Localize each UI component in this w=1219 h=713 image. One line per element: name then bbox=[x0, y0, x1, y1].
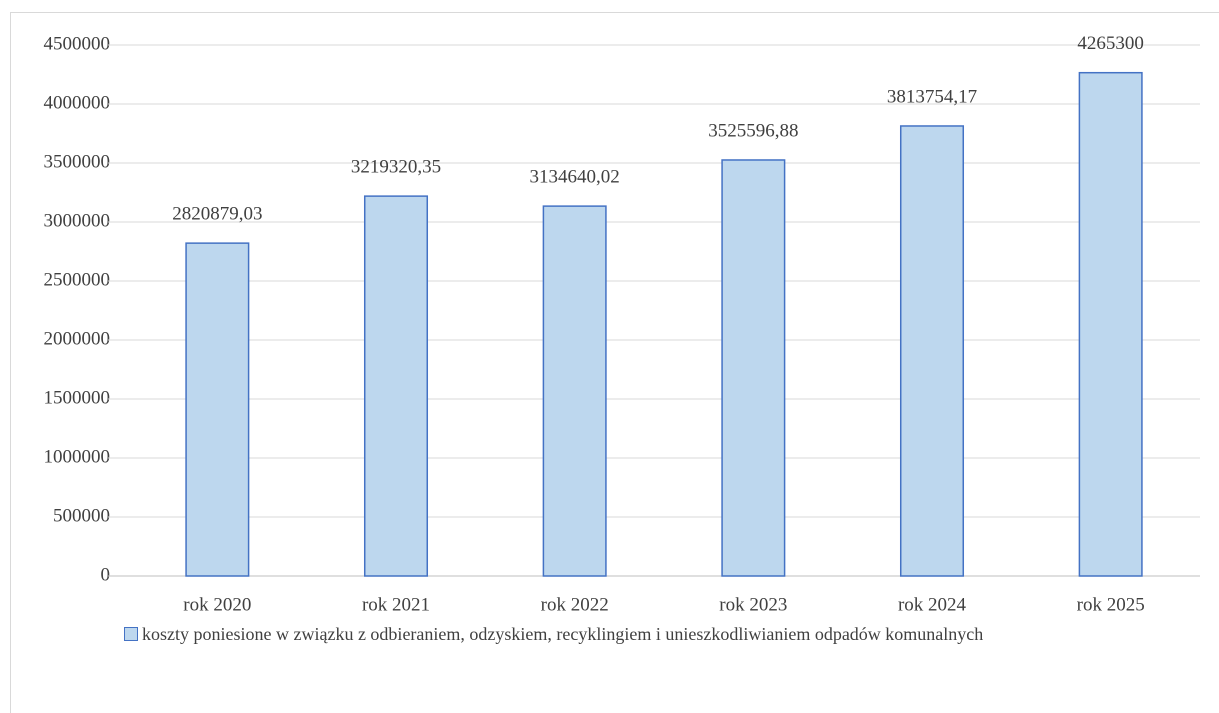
y-tick-label: 1500000 bbox=[44, 387, 111, 408]
data-label: 4265300 bbox=[1077, 33, 1144, 54]
data-label: 3219320,35 bbox=[351, 156, 441, 177]
x-tick-label: rok 2024 bbox=[898, 594, 967, 615]
bar bbox=[899, 125, 965, 577]
y-tick-label: 3500000 bbox=[44, 151, 111, 172]
legend-label: koszty poniesione w związku z odbieranie… bbox=[142, 624, 984, 644]
y-tick-label: 1000000 bbox=[44, 446, 111, 467]
bar bbox=[363, 195, 429, 577]
bar bbox=[721, 159, 786, 577]
data-label: 3525596,88 bbox=[708, 120, 798, 141]
x-tick-label: rok 2020 bbox=[183, 594, 251, 615]
y-tick-label: 2000000 bbox=[44, 328, 111, 349]
bar bbox=[542, 205, 607, 577]
y-tick-label: 500000 bbox=[53, 505, 110, 526]
y-tick-label: 4500000 bbox=[44, 33, 111, 54]
x-tick-label: rok 2021 bbox=[362, 594, 430, 615]
x-tick-label: rok 2023 bbox=[719, 594, 787, 615]
y-tick-label: 0 bbox=[101, 564, 111, 585]
data-label: 3134640,02 bbox=[530, 166, 620, 187]
data-label: 2820879,03 bbox=[172, 203, 262, 224]
legend-marker bbox=[124, 627, 138, 641]
bar bbox=[185, 242, 250, 577]
data-label: 3813754,17 bbox=[887, 86, 977, 107]
bar bbox=[1078, 71, 1143, 577]
x-tick-label: rok 2022 bbox=[541, 594, 609, 615]
y-tick-label: 3000000 bbox=[44, 210, 111, 231]
legend: koszty poniesione w związku z odbieranie… bbox=[124, 622, 1124, 647]
y-tick-label: 2500000 bbox=[44, 269, 111, 290]
y-tick-label: 4000000 bbox=[44, 92, 111, 113]
x-tick-label: rok 2025 bbox=[1077, 594, 1145, 615]
chart-border bbox=[10, 12, 1219, 713]
